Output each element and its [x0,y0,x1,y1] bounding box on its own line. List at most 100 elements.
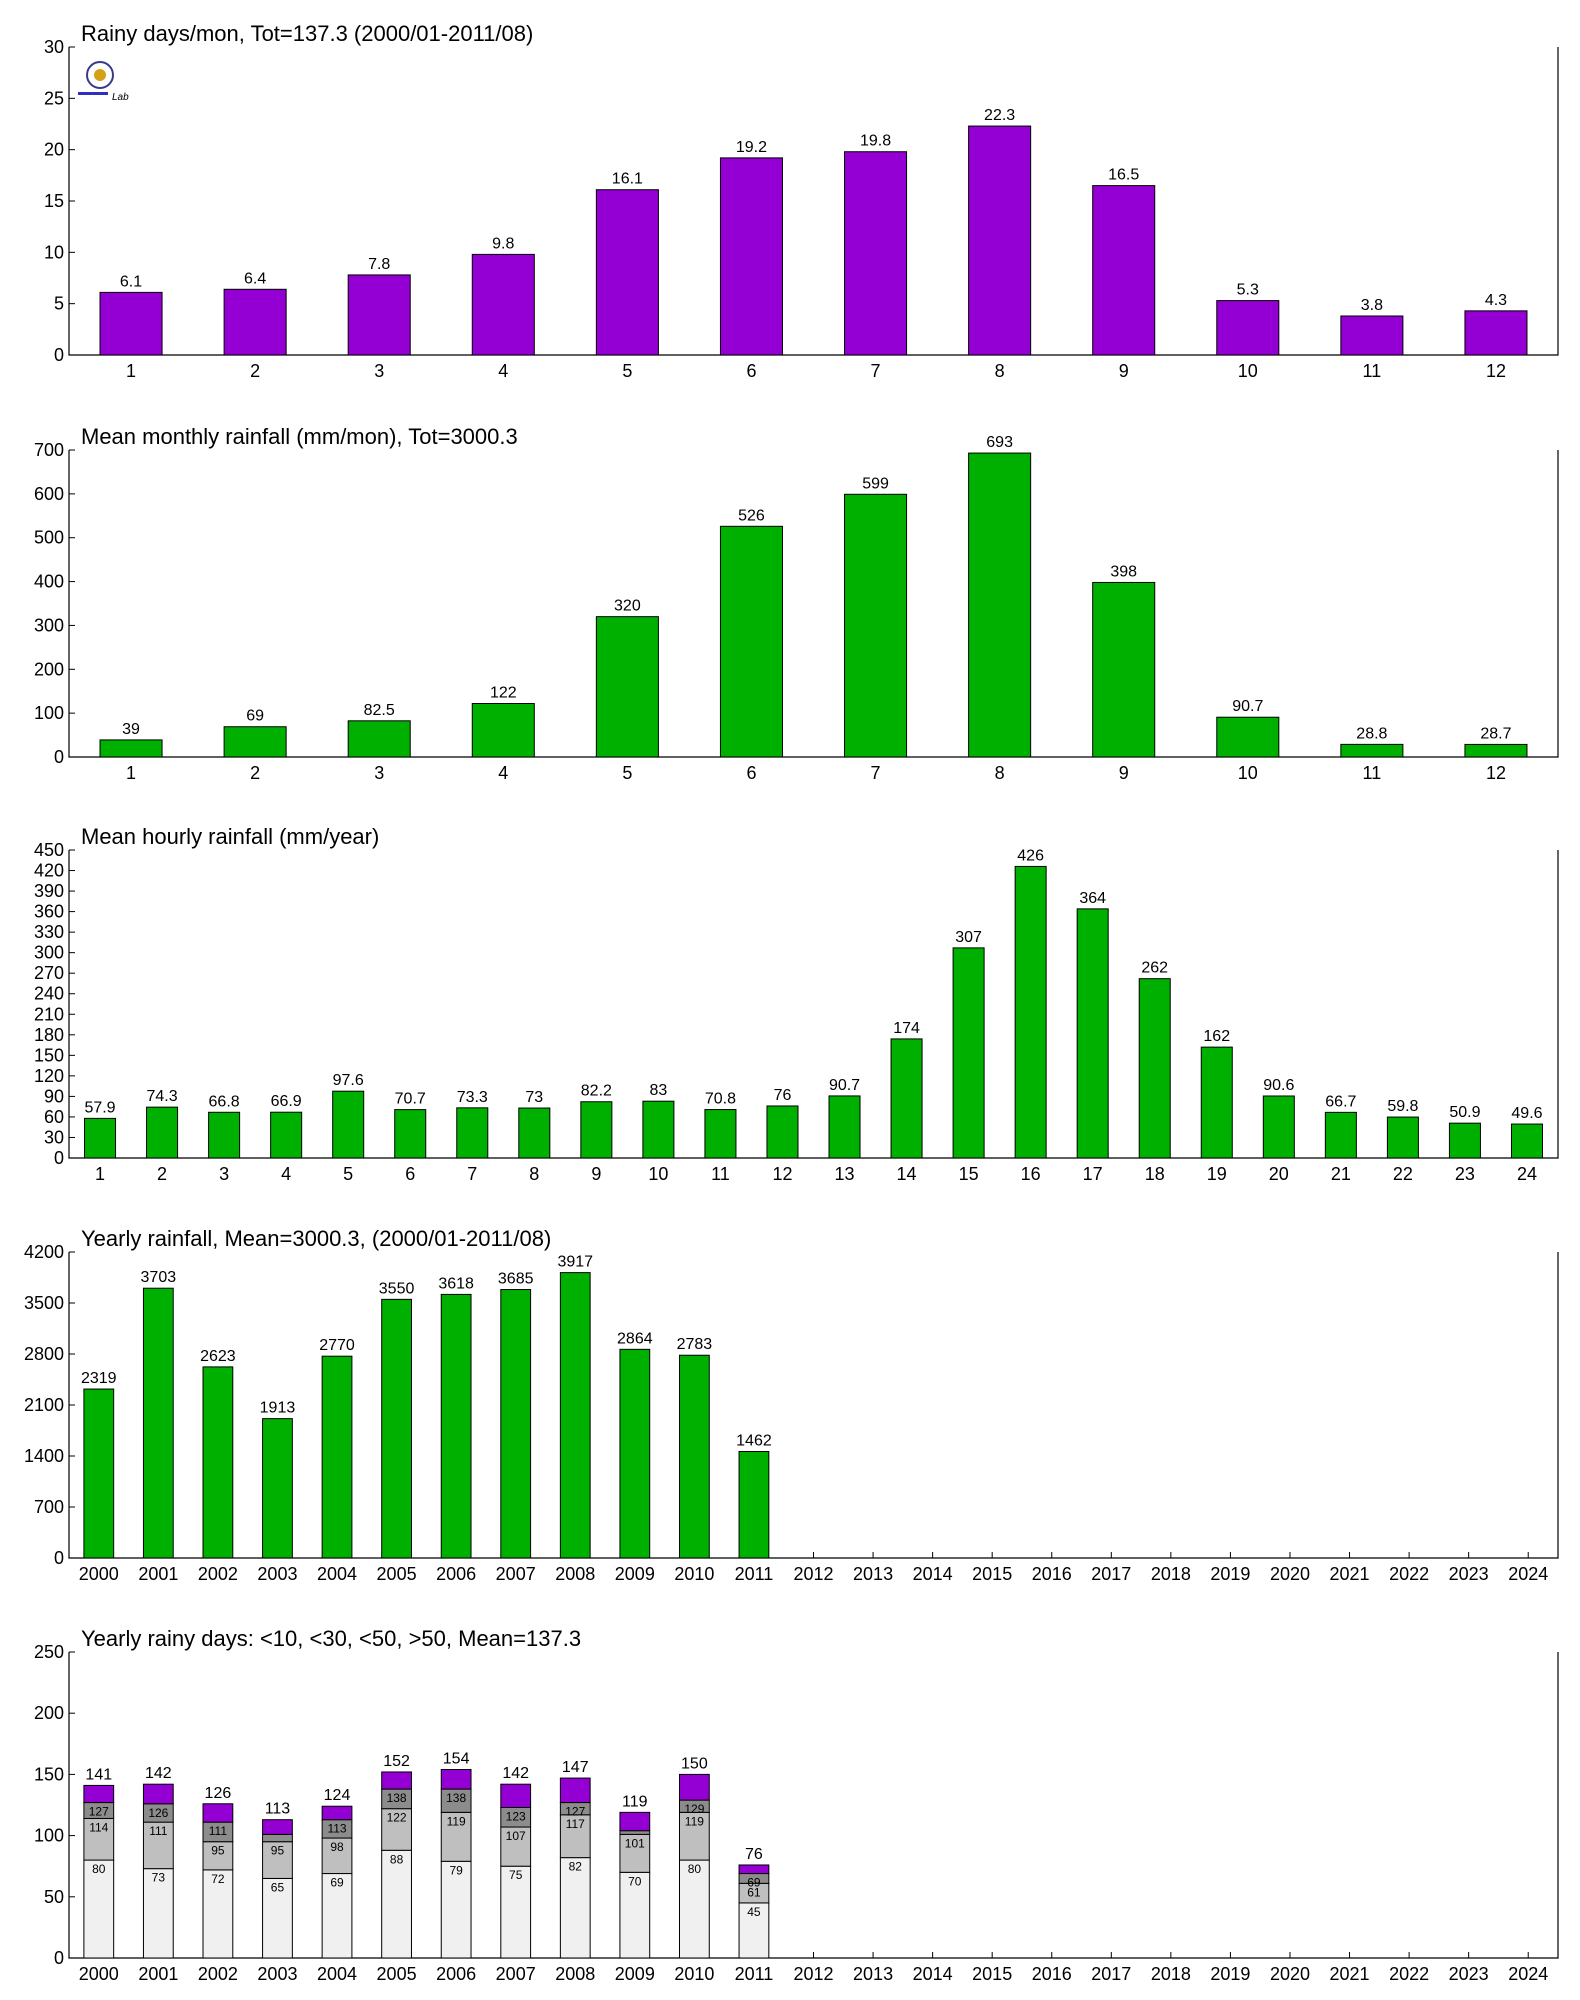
yearly-rainy-days-segment-label: 138 [387,1791,407,1805]
rainy-days-title: Rainy days/mon, Tot=137.3 (2000/01-2011/… [81,21,533,46]
yearly-rainfall-bar-label: 2623 [200,1348,236,1365]
hourly-rainfall-bar [1448,1122,1481,1159]
yearly-rainy-days-xtick-label: 2003 [257,1964,297,1984]
yearly-rainfall-xtick-label: 2023 [1449,1564,1489,1584]
yearly-rainy-days-xtick-label: 2012 [793,1964,833,1984]
rainy-days-bar [595,189,659,356]
yearly-rainfall-xtick-label: 2002 [198,1564,238,1584]
yearly-rainy-days-segment-label: 80 [92,1862,106,1876]
rainy-days-xtick-label: 7 [871,361,881,381]
seal-center-icon [94,69,106,81]
hourly-rainfall-bar [1386,1116,1419,1159]
yearly-rainfall-bar [83,1388,115,1559]
hourly-rainfall-xtick-label: 7 [467,1164,477,1184]
hourly-rainfall-ytick-label: 60 [44,1107,64,1127]
hourly-rainfall-ytick-label: 300 [34,943,64,963]
yearly-rainfall-bar [559,1272,591,1559]
yearly-rainy-days-segment-lt30 [262,1841,293,1879]
rainy-days-xtick-label: 1 [126,361,136,381]
rainy-days-chart: Rainy days/mon, Tot=137.3 (2000/01-2011/… [44,21,1559,381]
hourly-rainfall-bar [766,1105,799,1159]
yearly-rainfall-xtick-label: 2018 [1151,1564,1191,1584]
yearly-rainfall-bar [678,1354,710,1559]
yearly-rainy-days-segment-gt50 [619,1811,651,1832]
monthly-rainfall-xtick-label: 1 [126,763,136,783]
hourly-rainfall-bar-label: 73.3 [457,1089,488,1106]
yearly-rainy-days-segment-label: 65 [271,1880,285,1894]
rainy-days-bar-label: 6.1 [120,273,142,290]
hourly-rainfall-bar [704,1109,737,1159]
monthly-rainfall-bar-label: 39 [122,721,140,738]
monthly-rainfall-bar [347,720,411,758]
hourly-rainfall-ytick-label: 330 [34,922,64,942]
yearly-rainy-days-segment-label: 126 [148,1806,168,1820]
yearly-rainy-days-segment-label: 88 [390,1852,404,1866]
rainy-days-bar-label: 9.8 [492,235,514,252]
yearly-rainy-days-segment-label: 80 [688,1862,702,1876]
yearly-rainy-days-total-label: 154 [443,1751,470,1768]
monthly-rainfall-xtick-label: 2 [250,763,260,783]
hourly-rainfall-xtick-label: 20 [1269,1164,1289,1184]
rainy-days-xtick-label: 4 [498,361,508,381]
hourly-rainfall-bar-label: 90.7 [829,1077,860,1094]
hourly-rainfall-bar [952,947,985,1159]
yearly-rainfall-xtick-label: 2020 [1270,1564,1310,1584]
yearly-rainfall-bar-label: 2319 [81,1370,117,1387]
hourly-rainfall-bar-label: 66.8 [209,1093,240,1110]
yearly-rainy-days-xtick-label: 2023 [1449,1964,1489,1984]
yearly-rainy-days-segment-lt10 [381,1849,412,1959]
yearly-rainy-days-xtick-label: 2022 [1389,1964,1429,1984]
yearly-rainfall-title: Yearly rainfall, Mean=3000.3, (2000/01-2… [81,1226,551,1251]
yearly-rainfall-xtick-label: 2017 [1091,1564,1131,1584]
yearly-rainy-days-segment-lt30 [619,1833,651,1873]
yearly-rainy-days-xtick-label: 2024 [1508,1964,1548,1984]
monthly-rainfall-xtick-label: 11 [1363,763,1382,783]
hourly-rainfall-bar-label: 70.7 [395,1091,426,1108]
hourly-rainfall-xtick-label: 10 [648,1164,668,1184]
yearly-rainfall-ytick-label: 700 [34,1497,64,1517]
yearly-rainy-days-segment-label: 123 [506,1809,526,1823]
monthly-rainfall-bar-label: 122 [490,684,517,701]
rainy-days-xtick-label: 3 [374,361,384,381]
yearly-rainy-days-xtick-label: 2005 [377,1964,417,1984]
monthly-rainfall-xtick-label: 5 [622,763,632,783]
yearly-rainy-days-xtick-label: 2001 [138,1964,178,1984]
hourly-rainfall-xtick-label: 14 [897,1164,917,1184]
monthly-rainfall-xtick-label: 7 [871,763,881,783]
yearly-rainfall-bar-label: 3550 [379,1280,415,1297]
yearly-rainfall-xtick-label: 2011 [735,1564,774,1584]
hourly-rainfall-bar-label: 49.6 [1511,1105,1542,1122]
yearly-rainy-days-segment-label: 70 [628,1874,642,1888]
yearly-rainy-days-xtick-label: 2015 [972,1964,1012,1984]
hourly-rainfall-bar [1510,1123,1543,1159]
rainy-days-bar-label: 7.8 [368,256,390,273]
yearly-rainy-days-segment-gt50 [202,1803,234,1823]
yearly-rainy-days-segment-gt50 [262,1819,293,1835]
yearly-rainy-days-segment-lt10 [559,1857,591,1959]
logo-text: Lab [112,92,129,103]
rainy-days-bar-label: 3.8 [1361,297,1383,314]
monthly-rainfall-chart: Mean monthly rainfall (mm/mon), Tot=3000… [34,424,1559,783]
yearly-rainy-days-segment-gt50 [559,1777,591,1804]
rainy-days-bar [223,288,287,356]
hourly-rainfall-bar-label: 307 [955,929,982,946]
yearly-rainy-days-segment-gt50 [678,1773,710,1801]
hourly-rainfall-bar [84,1117,117,1159]
monthly-rainfall-ytick-label: 200 [34,659,64,679]
monthly-rainfall-title: Mean monthly rainfall (mm/mon), Tot=3000… [81,424,518,449]
monthly-rainfall-xtick-label: 12 [1486,763,1506,783]
yearly-rainfall-bar [202,1366,234,1559]
hourly-rainfall-bar [1262,1095,1295,1159]
yearly-rainfall-xtick-label: 2021 [1330,1564,1370,1584]
yearly-rainy-days-xtick-label: 2004 [317,1964,357,1984]
yearly-rainy-days-total-label: 76 [745,1846,763,1863]
yearly-rainfall-bar [500,1289,532,1559]
hourly-rainfall-bar [580,1101,613,1159]
monthly-rainfall-bar [968,452,1032,758]
rainy-days-bar-label: 19.8 [860,133,891,150]
hourly-rainfall-xtick-label: 9 [591,1164,601,1184]
yearly-rainy-days-ytick-label: 50 [44,1887,64,1907]
hourly-rainfall-bar [1324,1111,1357,1159]
yearly-rainy-days-segment-gt50 [440,1769,472,1790]
monthly-rainfall-ytick-label: 700 [34,440,64,460]
